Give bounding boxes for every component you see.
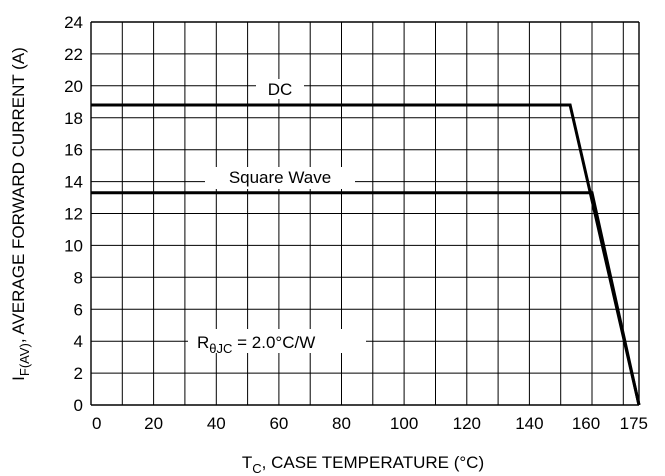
y-tick-label: 0 xyxy=(74,396,83,415)
x-tick-label: 120 xyxy=(453,414,481,433)
y-axis-title: IF(AV), AVERAGE FORWARD CURRENT (A) xyxy=(9,47,32,381)
y-tick-label: 14 xyxy=(64,173,83,192)
x-tick-label: 0 xyxy=(92,414,101,433)
x-tick-labels: 0 20 40 60 80 100 120 140 160 175 xyxy=(92,414,648,433)
y-tick-label: 16 xyxy=(64,141,83,160)
y-tick-label: 24 xyxy=(64,13,83,32)
y-tick-label: 2 xyxy=(74,364,83,383)
grid xyxy=(90,21,640,406)
x-tick-label: 40 xyxy=(207,414,226,433)
square-wave-label: Square Wave xyxy=(229,168,331,187)
x-tick-label: 20 xyxy=(144,414,163,433)
y-tick-label: 12 xyxy=(64,205,83,224)
x-tick-label: 140 xyxy=(515,414,543,433)
y-tick-label: 8 xyxy=(74,268,83,287)
square-wave-label-bg xyxy=(205,167,355,189)
x-tick-label: 100 xyxy=(390,414,418,433)
y-tick-label: 20 xyxy=(64,77,83,96)
rth-label: RθJC = 2.0°C/W xyxy=(197,333,315,356)
dc-label-bg xyxy=(256,79,304,99)
square-wave-series-line xyxy=(91,191,641,406)
y-tick-label: 6 xyxy=(74,300,83,319)
x-tick-label: 60 xyxy=(269,414,288,433)
series-lines xyxy=(91,103,641,406)
x-axis-title: TC, CASE TEMPERATURE (°C) xyxy=(242,453,484,476)
rth-label-bg xyxy=(188,329,366,353)
y-tick-label: 4 xyxy=(74,332,83,351)
x-tick-label: 160 xyxy=(572,414,600,433)
y-tick-label: 18 xyxy=(64,109,83,128)
y-tick-label: 22 xyxy=(64,45,83,64)
y-tick-label: 10 xyxy=(64,236,83,255)
dc-label: DC xyxy=(268,80,293,99)
x-tick-label: 175 xyxy=(620,414,648,433)
x-tick-label: 80 xyxy=(332,414,351,433)
